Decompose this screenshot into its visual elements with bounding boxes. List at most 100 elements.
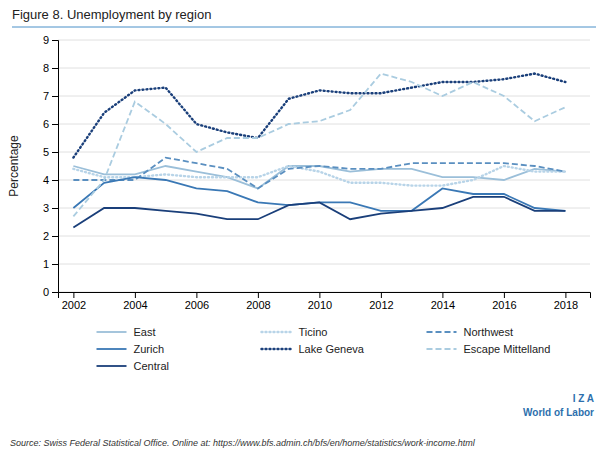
x-tick: 2016: [492, 292, 516, 311]
title-rule: [12, 27, 596, 28]
y-tick-mark: [52, 96, 58, 97]
x-tick-mark: [381, 292, 382, 298]
y-tick-mark: [52, 264, 58, 265]
legend-swatch: [262, 348, 292, 350]
watermark: I Z A: [573, 393, 594, 404]
x-tick-label: 2016: [492, 299, 516, 311]
y-tick-label: 7: [43, 90, 49, 102]
source-note: Source: Swiss Federal Statistical Office…: [10, 438, 476, 448]
y-tick: 5: [43, 146, 58, 158]
x-tick: 2002: [62, 292, 86, 311]
legend-label: Lake Geneva: [299, 343, 365, 355]
legend-swatch: [262, 331, 292, 333]
y-axis-title: Percentage: [7, 135, 21, 197]
x-tick: 2012: [369, 292, 393, 311]
y-tick-label: 4: [43, 174, 49, 186]
legend-swatch: [97, 331, 127, 333]
x-tick-mark: [196, 292, 197, 298]
y-tick: 0: [43, 286, 58, 298]
grid-line: [58, 236, 590, 237]
legend-label: East: [134, 326, 156, 338]
y-tick-label: 1: [43, 258, 49, 270]
grid-line: [58, 40, 590, 41]
grid: [58, 40, 590, 292]
grid-line: [58, 264, 590, 265]
x-tick-label: 2006: [185, 299, 209, 311]
x-axis-line: [59, 293, 591, 299]
y-tick-mark: [52, 292, 58, 293]
legend-swatch: [427, 331, 457, 333]
y-tick: 6: [43, 118, 58, 130]
x-axis: 2002 2004 2006 2008 2010 2012 2014 2016 2018: [59, 292, 591, 311]
x-tick-label: 2018: [554, 299, 578, 311]
y-axis: 0 1 2 3 4 5 6 7 8 9: [43, 34, 59, 298]
x-tick-label: 2012: [369, 299, 393, 311]
series-line: [73, 166, 565, 188]
x-tick-label: 2002: [62, 299, 86, 311]
x-tick-label: 2014: [431, 299, 455, 311]
y-axis-line: [52, 41, 59, 293]
title: Figure 8. Unemployment by region: [12, 7, 211, 22]
grid-line: [58, 96, 590, 97]
x-tick: 2008: [246, 292, 270, 311]
y-tick-label: 2: [43, 230, 49, 242]
y-tick-mark: [52, 124, 58, 125]
y-tick: 8: [43, 62, 58, 74]
y-tick-mark: [52, 236, 58, 237]
legend-label: Zurich: [134, 343, 165, 355]
x-tick-mark: [504, 292, 505, 298]
series-line: [73, 74, 565, 217]
y-tick-label: 9: [43, 34, 49, 46]
legend-label: Ticino: [299, 326, 328, 338]
x-tick: 2004: [123, 292, 147, 311]
grid-line: [58, 152, 590, 153]
x-tick-label: 2004: [123, 299, 147, 311]
series-line: [73, 166, 565, 186]
y-tick: 2: [43, 230, 58, 242]
legend-label: Escape Mittelland: [464, 343, 551, 355]
grid-line: [58, 180, 590, 181]
y-tick: 9: [43, 34, 58, 46]
grid-line: [58, 124, 590, 125]
legend-label: Central: [134, 360, 169, 372]
y-tick-label: 6: [43, 118, 49, 130]
legend-swatch: [427, 348, 457, 350]
x-tick-mark: [258, 292, 259, 298]
x-tick-label: 2008: [246, 299, 270, 311]
chart: Figure 8. Unemployment by region 2002 2004…: [0, 0, 608, 458]
y-tick: 4: [43, 174, 58, 186]
y-tick-mark: [52, 152, 58, 153]
series-line: [73, 74, 565, 158]
x-tick-mark: [442, 292, 443, 298]
y-tick: 1: [43, 258, 58, 270]
y-tick: 7: [43, 90, 58, 102]
legend-swatch: [97, 365, 127, 367]
y-tick-mark: [52, 208, 58, 209]
y-tick-label: 0: [43, 286, 49, 298]
x-tick-mark: [565, 292, 566, 298]
x-tick-mark: [319, 292, 320, 298]
x-tick-mark: [73, 292, 74, 298]
legend-label: Northwest: [464, 326, 514, 338]
x-tick-label: 2010: [308, 299, 332, 311]
y-tick-mark: [52, 40, 58, 41]
x-tick: 2006: [185, 292, 209, 311]
y-tick-label: 8: [43, 62, 49, 74]
x-tick: 2018: [554, 292, 578, 311]
x-tick: 2010: [308, 292, 332, 311]
legend-swatch: [97, 348, 127, 350]
y-tick-label: 5: [43, 146, 49, 158]
plot-area: [73, 74, 565, 228]
series-line: [73, 197, 565, 228]
x-tick-mark: [135, 292, 136, 298]
series-line: [73, 177, 565, 211]
x-tick: 2014: [431, 292, 455, 311]
y-tick-mark: [52, 68, 58, 69]
y-tick-mark: [52, 180, 58, 181]
watermark: World of Labor: [523, 407, 594, 418]
y-tick-label: 3: [43, 202, 49, 214]
legend: East Ticino Northwest Zurich Lake Geneva Esca…: [97, 326, 551, 372]
grid-line: [58, 68, 590, 69]
series-line: [73, 158, 565, 189]
y-tick: 3: [43, 202, 58, 214]
